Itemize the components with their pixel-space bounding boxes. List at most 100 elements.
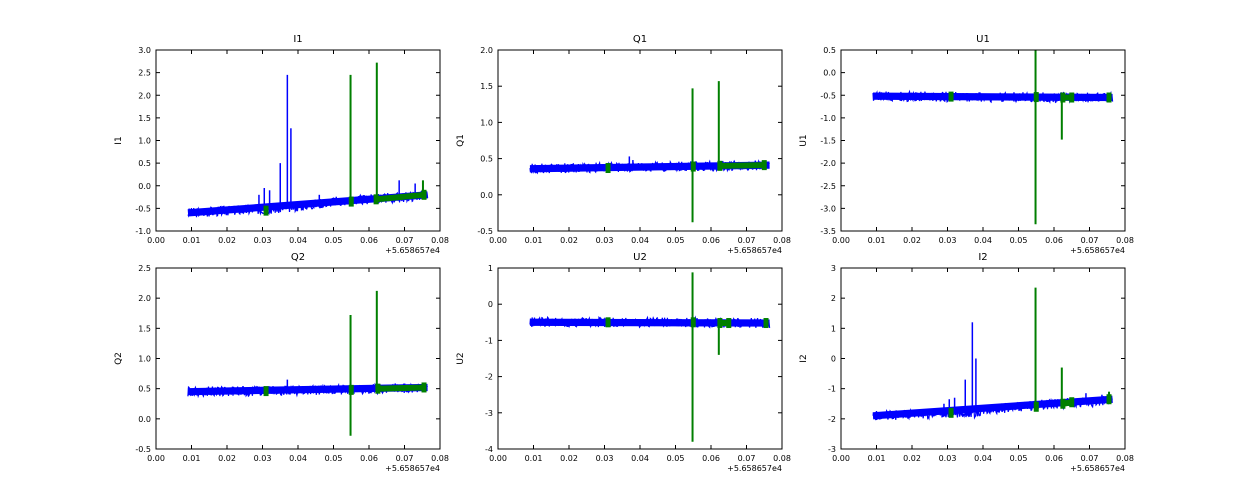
x-tick-label: 0.04 bbox=[631, 236, 649, 245]
subplot-title: I1 bbox=[293, 34, 302, 45]
flag-cluster bbox=[948, 407, 954, 418]
y-tick-label: 0.5 bbox=[823, 46, 836, 55]
y-axis-label: U2 bbox=[456, 352, 466, 364]
x-tick-label: 0.00 bbox=[147, 236, 165, 245]
x-tick-label: 0.05 bbox=[667, 236, 685, 245]
x-ticks: 0.00 0.01 0.02 0.03 0.04 0.05 0.06 0.07 0.08 bbox=[489, 50, 791, 245]
axes-frame bbox=[840, 267, 1126, 450]
x-ticks: 0.00 0.01 0.02 0.03 0.04 0.05 0.06 0.07 0.08 bbox=[832, 50, 1134, 245]
y-tick-label: 0.5 bbox=[480, 155, 493, 164]
flag-cluster bbox=[948, 91, 954, 102]
series-blue bbox=[872, 322, 1113, 421]
y-tick-label: 1.5 bbox=[138, 324, 151, 333]
y-tick-label: 1.0 bbox=[480, 118, 493, 127]
series-green bbox=[605, 81, 767, 223]
y-tick-label: -1.5 bbox=[820, 137, 836, 146]
x-tick-label: 0.05 bbox=[325, 236, 343, 245]
x-tick-label: 0.06 bbox=[360, 236, 378, 245]
x-offset-label: +5.658657e4 bbox=[385, 464, 440, 473]
y-ticks: -1.0 -0.5 0.0 0.5 1.0 1.5 2.0 2.5 3.0 bbox=[135, 46, 440, 236]
x-tick-label: 0.07 bbox=[738, 236, 756, 245]
y-tick-label: 0 bbox=[831, 355, 836, 364]
x-tick-label: 0.07 bbox=[396, 236, 414, 245]
y-tick-label: -0.5 bbox=[135, 445, 151, 454]
x-ticks: 0.00 0.01 0.02 0.03 0.04 0.05 0.06 0.07 0.08 bbox=[147, 268, 449, 463]
plot-area bbox=[529, 81, 770, 223]
flag-segment bbox=[1062, 399, 1073, 407]
plot-area bbox=[872, 50, 1114, 225]
x-tick-label: 0.02 bbox=[560, 454, 578, 463]
x-tick-label: 0.05 bbox=[1010, 236, 1028, 245]
series-green bbox=[948, 287, 1112, 418]
x-tick-label: 0.03 bbox=[596, 454, 614, 463]
y-tick-label: 3.0 bbox=[138, 46, 151, 55]
y-axis-label: I1 bbox=[114, 136, 124, 144]
x-tick-label: 0.06 bbox=[1045, 236, 1063, 245]
x-tick-label: 0.02 bbox=[903, 454, 921, 463]
plot-area bbox=[187, 62, 429, 218]
x-tick-label: 0.04 bbox=[289, 236, 307, 245]
x-tick-label: 0.08 bbox=[773, 454, 791, 463]
series-band bbox=[529, 318, 770, 327]
y-tick-label: 0.0 bbox=[823, 69, 836, 78]
y-tick-label: -1 bbox=[828, 385, 836, 394]
subplot-title: Q1 bbox=[633, 34, 647, 45]
y-tick-label: 1 bbox=[488, 264, 493, 273]
y-ticks: -3.5 -3.0 -2.5 -2.0 -1.5 -1.0 -0.5 0.0 0.5 bbox=[820, 46, 1125, 236]
x-tick-label: 0.03 bbox=[939, 236, 957, 245]
y-ticks: -3 -2 -1 0 1 2 3 bbox=[828, 264, 1125, 454]
x-tick-label: 0.02 bbox=[218, 454, 236, 463]
x-tick-label: 0.03 bbox=[254, 454, 272, 463]
x-tick-label: 0.08 bbox=[1116, 454, 1134, 463]
subplot-title: U2 bbox=[633, 252, 647, 263]
y-ticks: -0.5 0.0 0.5 1.0 1.5 2.0 2.5 bbox=[135, 264, 440, 454]
plot-area bbox=[529, 272, 771, 442]
flag-segment bbox=[375, 191, 425, 203]
y-tick-label: 1.5 bbox=[138, 114, 151, 123]
x-tick-label: 0.01 bbox=[525, 454, 543, 463]
x-ticks: 0.00 0.01 0.02 0.03 0.04 0.05 0.06 0.07 0.08 bbox=[832, 268, 1134, 463]
y-tick-label: -3.0 bbox=[820, 204, 836, 213]
y-axis-label: Q1 bbox=[456, 134, 466, 147]
flag-cluster bbox=[605, 163, 611, 174]
y-tick-label: 1 bbox=[831, 324, 836, 333]
y-tick-label: 0 bbox=[488, 300, 493, 309]
y-ticks: -4 -3 -2 -1 0 1 bbox=[485, 264, 782, 454]
subplot-u1: 0.00 0.01 0.02 0.03 0.04 0.05 0.06 0.07 0.08+5.6… bbox=[799, 34, 1134, 255]
x-tick-label: 0.05 bbox=[667, 454, 685, 463]
y-tick-label: -0.5 bbox=[477, 227, 493, 236]
series-green bbox=[263, 62, 427, 216]
x-tick-label: 0.03 bbox=[254, 236, 272, 245]
x-offset-label: +5.658657e4 bbox=[727, 246, 782, 255]
x-tick-label: 0.02 bbox=[560, 236, 578, 245]
x-tick-label: 0.05 bbox=[325, 454, 343, 463]
x-tick-label: 0.01 bbox=[183, 236, 201, 245]
x-tick-label: 0.07 bbox=[738, 454, 756, 463]
y-tick-label: -3 bbox=[485, 409, 493, 418]
x-tick-label: 0.02 bbox=[218, 236, 236, 245]
series-green bbox=[605, 272, 769, 442]
x-ticks: 0.00 0.01 0.02 0.03 0.04 0.05 0.06 0.07 0.08 bbox=[489, 268, 791, 463]
y-tick-label: 0.0 bbox=[138, 182, 151, 191]
x-tick-label: 0.05 bbox=[1010, 454, 1028, 463]
x-tick-label: 0.01 bbox=[868, 236, 886, 245]
x-tick-label: 0.04 bbox=[289, 454, 307, 463]
flag-cluster bbox=[1106, 92, 1112, 103]
series-green bbox=[263, 290, 427, 436]
y-tick-label: 0.0 bbox=[138, 415, 151, 424]
x-tick-label: 0.06 bbox=[1045, 454, 1063, 463]
y-tick-label: -2.5 bbox=[820, 182, 836, 191]
y-tick-label: 2.0 bbox=[480, 46, 493, 55]
y-ticks: -0.5 0.0 0.5 1.0 1.5 2.0 bbox=[477, 46, 782, 236]
x-tick-label: 0.04 bbox=[974, 236, 992, 245]
y-tick-label: -0.5 bbox=[135, 204, 151, 213]
x-offset-label: +5.658657e4 bbox=[1070, 246, 1125, 255]
x-tick-label: 0.08 bbox=[1116, 236, 1134, 245]
axes-frame bbox=[497, 49, 783, 232]
x-tick-label: 0.04 bbox=[974, 454, 992, 463]
x-tick-label: 0.07 bbox=[1081, 454, 1099, 463]
y-tick-label: -2 bbox=[485, 373, 493, 382]
y-tick-label: -3 bbox=[828, 445, 836, 454]
x-tick-label: 0.02 bbox=[903, 236, 921, 245]
flag-segment bbox=[377, 384, 425, 392]
